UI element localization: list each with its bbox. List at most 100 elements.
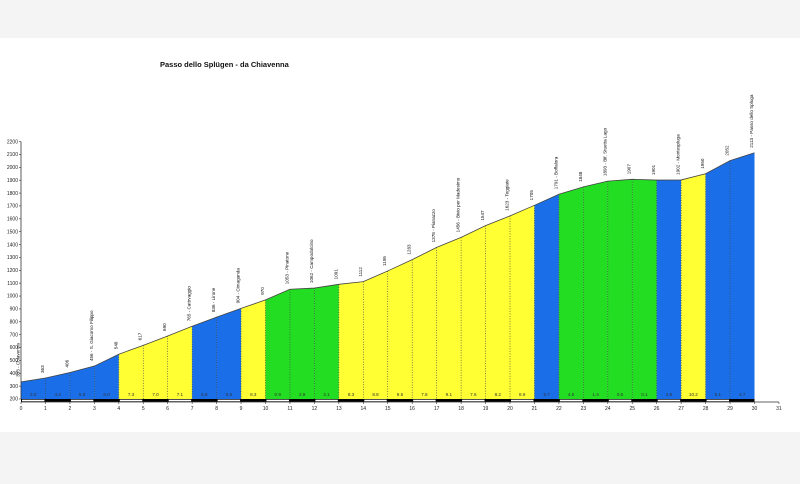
x-tick-label: 4 bbox=[117, 406, 120, 412]
grade-label: 8.3 bbox=[250, 392, 257, 397]
elevation-annotation: 1848 bbox=[578, 171, 583, 182]
baseline-white-block bbox=[168, 399, 192, 402]
y-tick-label: 1600 bbox=[7, 217, 18, 223]
x-tick-label: 8 bbox=[215, 406, 218, 412]
segment-km-17 bbox=[412, 247, 437, 399]
segment-km-21 bbox=[510, 205, 535, 399]
chart-frame: Passo dello Splügen - da Chiavenna 200 30… bbox=[0, 38, 800, 432]
grade-label: 7.3 bbox=[128, 392, 135, 397]
elevation-annotation: 1901 bbox=[651, 164, 656, 175]
y-tick-label: 900 bbox=[10, 307, 19, 313]
elevation-annotation: 2052 bbox=[725, 145, 730, 156]
x-tick-label: 9 bbox=[240, 406, 243, 412]
x-tick-label: 14 bbox=[361, 406, 367, 412]
grade-label: 7.8 bbox=[421, 392, 428, 397]
grade-label: 0.1 bbox=[641, 392, 648, 397]
x-tick-label: 6 bbox=[166, 406, 169, 412]
segment-km-30 bbox=[730, 152, 755, 399]
segment-km-10 bbox=[241, 299, 266, 399]
y-tick-label: 1500 bbox=[7, 229, 18, 235]
x-tick-label: 12 bbox=[312, 406, 318, 412]
segment-km-15 bbox=[363, 270, 388, 399]
segment-km-7 bbox=[167, 326, 193, 399]
y-tick-label: 700 bbox=[10, 332, 19, 338]
y-tick-label: 2000 bbox=[7, 165, 18, 171]
segment-km-18 bbox=[436, 237, 462, 399]
y-tick-label: 1400 bbox=[7, 242, 18, 248]
y-tick-label: 2100 bbox=[7, 152, 18, 158]
x-tick-label: 25 bbox=[629, 406, 635, 412]
grade-label: 7.1 bbox=[177, 392, 184, 397]
segment-km-9 bbox=[216, 308, 242, 399]
baseline-white-block bbox=[217, 399, 241, 402]
y-tick-label: 800 bbox=[10, 319, 19, 325]
elevation-annotation: 1062 - Campodolcino bbox=[309, 239, 314, 283]
elevation-annotation: 904 - Cimaganda bbox=[236, 268, 241, 304]
x-tick-label: 19 bbox=[483, 406, 489, 412]
grade-label: 8.6 bbox=[519, 392, 526, 397]
profile-line bbox=[20, 152, 755, 383]
chart-title: Passo dello Splügen - da Chiavenna bbox=[160, 60, 290, 69]
baseline-white-block bbox=[315, 399, 338, 402]
elevation-annotation: 1705 bbox=[529, 190, 534, 201]
segment-km-24 bbox=[583, 181, 608, 399]
elevation-annotation: 1623 - Teggiate bbox=[504, 179, 509, 211]
grade-label: 10.2 bbox=[689, 392, 698, 397]
x-tick-label: 23 bbox=[581, 406, 587, 412]
segment-km-26 bbox=[632, 179, 657, 399]
segment-km-29 bbox=[705, 160, 731, 399]
grade-label: 6.0 bbox=[103, 392, 110, 397]
grade-label: 7.6 bbox=[470, 392, 477, 397]
baseline-white-block bbox=[364, 399, 387, 402]
grade-label: 1.4 bbox=[592, 392, 599, 397]
baseline-white-block bbox=[706, 399, 730, 402]
grade-label: 6.1 bbox=[715, 392, 722, 397]
x-tick-label: 17 bbox=[434, 406, 440, 412]
elevation-annotation: 548 bbox=[113, 341, 118, 349]
elevation-annotation: 617 bbox=[138, 332, 143, 340]
segment-km-23 bbox=[558, 186, 584, 399]
segment-km-2 bbox=[45, 372, 70, 399]
elevation-annotation: 1053 - Pinatone bbox=[284, 251, 289, 284]
baseline-white-block bbox=[266, 399, 289, 402]
segment-km-22 bbox=[534, 194, 559, 399]
segment-km-16 bbox=[387, 259, 413, 399]
segment-km-8 bbox=[192, 317, 217, 399]
grade-label: 6.6 bbox=[226, 392, 233, 397]
grade-label: 3.0 bbox=[30, 392, 37, 397]
x-tick-label: 27 bbox=[678, 406, 684, 412]
x-tick-label: 15 bbox=[385, 406, 391, 412]
y-tick-label: 1800 bbox=[7, 191, 18, 197]
baseline-white-block bbox=[413, 399, 436, 402]
grade-label: 9.5 bbox=[397, 392, 404, 397]
elevation-annotation: 1950 bbox=[700, 158, 705, 169]
segment-km-5 bbox=[118, 345, 144, 399]
x-tick-label: 24 bbox=[605, 406, 611, 412]
grade-label: 5.7 bbox=[543, 392, 550, 397]
elevation-annotation: 1547 bbox=[480, 210, 485, 221]
elevation-annotation: 836 - Lirone bbox=[211, 287, 216, 312]
elevation-annotation: 1378 - Pianazzo bbox=[431, 209, 436, 243]
x-tick-label: 31 bbox=[776, 406, 782, 412]
elevation-annotation: 1091 bbox=[333, 269, 338, 280]
grade-label: 4.8 bbox=[666, 392, 673, 397]
grade-label: 4.5 bbox=[568, 392, 575, 397]
x-tick-label: 0 bbox=[20, 406, 23, 412]
elevation-annotation: 765 - Cattrvaggio bbox=[187, 286, 192, 322]
x-tick-label: 1 bbox=[44, 406, 47, 412]
x-tick-label: 20 bbox=[507, 406, 513, 412]
y-tick-label: 200 bbox=[10, 397, 19, 403]
elevation-annotation: 1283 bbox=[407, 244, 412, 255]
grade-label: 5.0 bbox=[79, 392, 86, 397]
segment-km-19 bbox=[461, 225, 486, 399]
segment-km-25 bbox=[607, 179, 633, 399]
y-tick-label: 1700 bbox=[7, 204, 18, 210]
x-tick-label: 28 bbox=[703, 406, 709, 412]
baseline-white-block bbox=[608, 399, 632, 402]
elevation-annotation: 1893 - Bif. Stuetta Lago bbox=[602, 127, 607, 176]
y-tick-label: 1000 bbox=[7, 294, 18, 300]
x-tick-label: 30 bbox=[752, 406, 758, 412]
y-tick-label: 1300 bbox=[7, 255, 18, 261]
segment-km-12 bbox=[289, 288, 315, 399]
y-tick-label: 400 bbox=[10, 371, 19, 377]
